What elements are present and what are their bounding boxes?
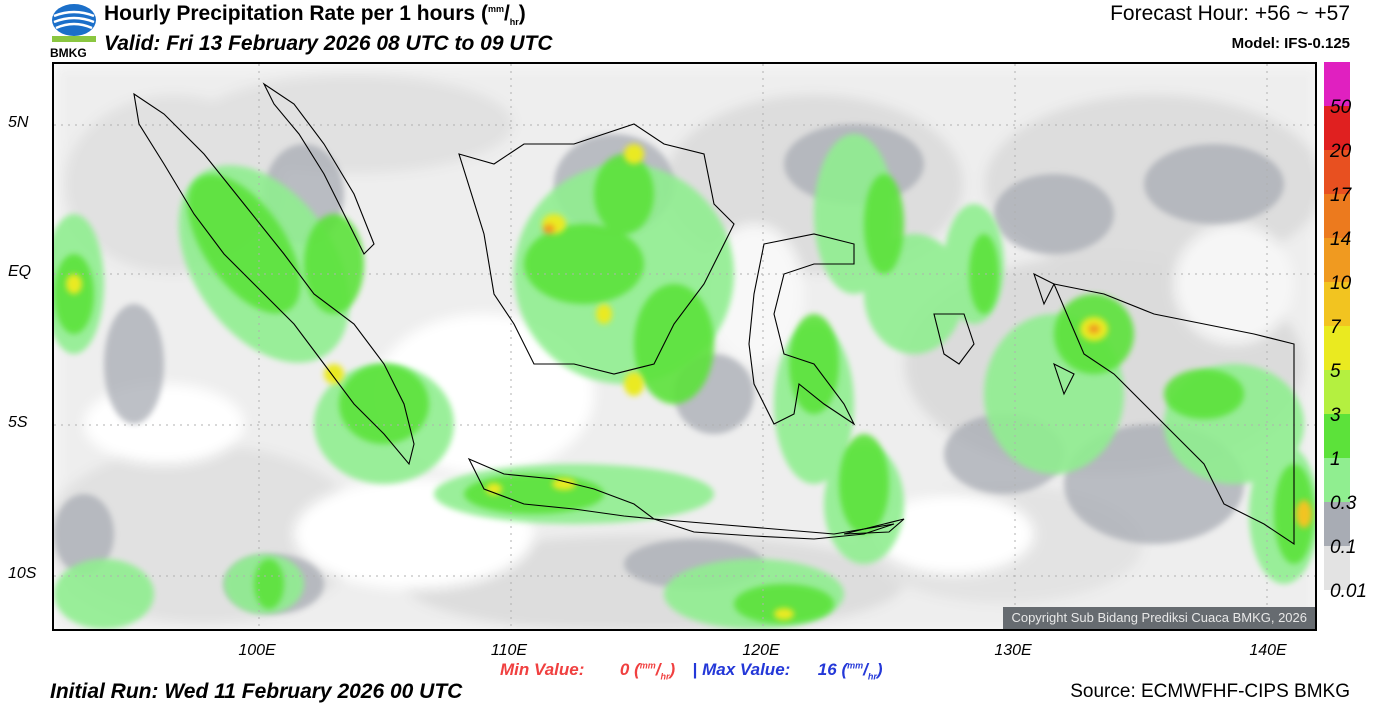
- max-unit-den: hr: [867, 671, 877, 682]
- maluku-outline: [933, 272, 1075, 396]
- colorbar-seg-11: [1324, 546, 1350, 590]
- colorbar: [1324, 62, 1350, 590]
- colorbar-label-7: 7: [1330, 317, 1341, 338]
- sulawesi-outline: [748, 233, 856, 426]
- title-text: Hourly Precipitation Rate per 1 hours: [104, 2, 476, 25]
- logo-text: BMKG: [50, 46, 87, 60]
- colorbar-label-14: 14: [1330, 229, 1352, 250]
- min-max-separator: |: [692, 660, 698, 679]
- rain-5-10-peaks: [66, 144, 1312, 620]
- colorbar-label-10: 10: [1330, 273, 1352, 294]
- lon-label-120e: 120E: [742, 642, 780, 659]
- colorbar-label-5: 5: [1330, 361, 1341, 382]
- lon-label-130e: 130E: [994, 642, 1032, 659]
- precipitation-map[interactable]: Copyright Sub Bidang Prediksi Cuaca BMKG…: [52, 62, 1317, 631]
- colorbar-seg-4: [1324, 238, 1350, 282]
- borneo-outline: [458, 123, 735, 375]
- colorbar-label-20: 20: [1330, 141, 1352, 162]
- colorbar-label-50: 50: [1330, 97, 1352, 118]
- colorbar-label-3: 3: [1330, 405, 1341, 426]
- title-unit-num: mm: [487, 4, 504, 14]
- nusa-tenggara-outline: [653, 518, 895, 540]
- colorbar-seg-8: [1324, 414, 1350, 458]
- papua-outline: [1053, 283, 1295, 546]
- graticule: [54, 64, 1315, 629]
- colorbar-label-0-01: 0.01: [1330, 581, 1367, 602]
- min-value-label: Min Value:: [500, 660, 585, 679]
- min-value: 0: [619, 660, 630, 679]
- colorbar-seg-9: [1324, 458, 1350, 502]
- lon-label-100e: 100E: [238, 642, 276, 659]
- colorbar-seg-0: [1324, 62, 1350, 106]
- sumatra-outline: [133, 92, 415, 466]
- colorbar-seg-1: [1324, 106, 1350, 150]
- max-unit-num: mm: [847, 660, 864, 671]
- valid-time: Valid: Fri 13 February 2026 08 UTC to 09…: [104, 32, 553, 55]
- title-unit-den: hr: [509, 17, 519, 28]
- initial-run: Initial Run: Wed 11 February 2026 00 UTC: [50, 680, 463, 703]
- colorbar-seg-2: [1324, 150, 1350, 194]
- min-unit-den: hr: [660, 671, 670, 682]
- max-value: 16: [817, 660, 837, 679]
- colorbar-label-17: 17: [1330, 185, 1352, 206]
- map-canvas: [54, 64, 1315, 629]
- lat-label-10s: 10S: [8, 565, 37, 582]
- copyright-text: Copyright Sub Bidang Prediksi Cuaca BMKG…: [1003, 607, 1315, 629]
- coastlines: [133, 82, 1295, 546]
- min-unit-num: mm: [639, 660, 656, 671]
- colorbar-seg-3: [1324, 194, 1350, 238]
- min-max-values: Min Value: 0 (mm/hr) | Max Value: 16 (mm…: [500, 660, 883, 681]
- title-unit: (mm/hr): [480, 2, 526, 28]
- lat-label-5s: 5S: [8, 414, 28, 431]
- max-value-unit: (mm/hr): [841, 660, 883, 682]
- data-source: Source: ECMWFHF-CIPS BMKG: [1070, 681, 1350, 702]
- colorbar-seg-6: [1324, 326, 1350, 370]
- timor-outline: [843, 518, 905, 535]
- page-title: Hourly Precipitation Rate per 1 hours (m…: [104, 2, 526, 27]
- forecast-hour: Forecast Hour: +56 ~ +57: [1110, 2, 1350, 25]
- colorbar-seg-5: [1324, 282, 1350, 326]
- min-value-unit: (mm/hr): [634, 660, 676, 682]
- colorbar-seg-10: [1324, 502, 1350, 546]
- max-value-label: Max Value:: [702, 660, 791, 679]
- lat-label-5n: 5N: [8, 114, 29, 131]
- colorbar-label-0-1: 0.1: [1330, 537, 1357, 558]
- bmkg-logo: BMKG: [50, 2, 102, 60]
- peninsula-outline: [262, 82, 375, 255]
- model-name: Model: IFS-0.125: [1231, 35, 1350, 52]
- colorbar-label-0-3: 0.3: [1330, 493, 1357, 514]
- lon-label-140e: 140E: [1249, 642, 1287, 659]
- rain-1-areas: [54, 154, 1314, 624]
- lat-label-eq: EQ: [8, 263, 32, 280]
- lon-label-110e: 110E: [490, 642, 528, 659]
- colorbar-label-1: 1: [1330, 449, 1341, 470]
- colorbar-seg-7: [1324, 370, 1350, 414]
